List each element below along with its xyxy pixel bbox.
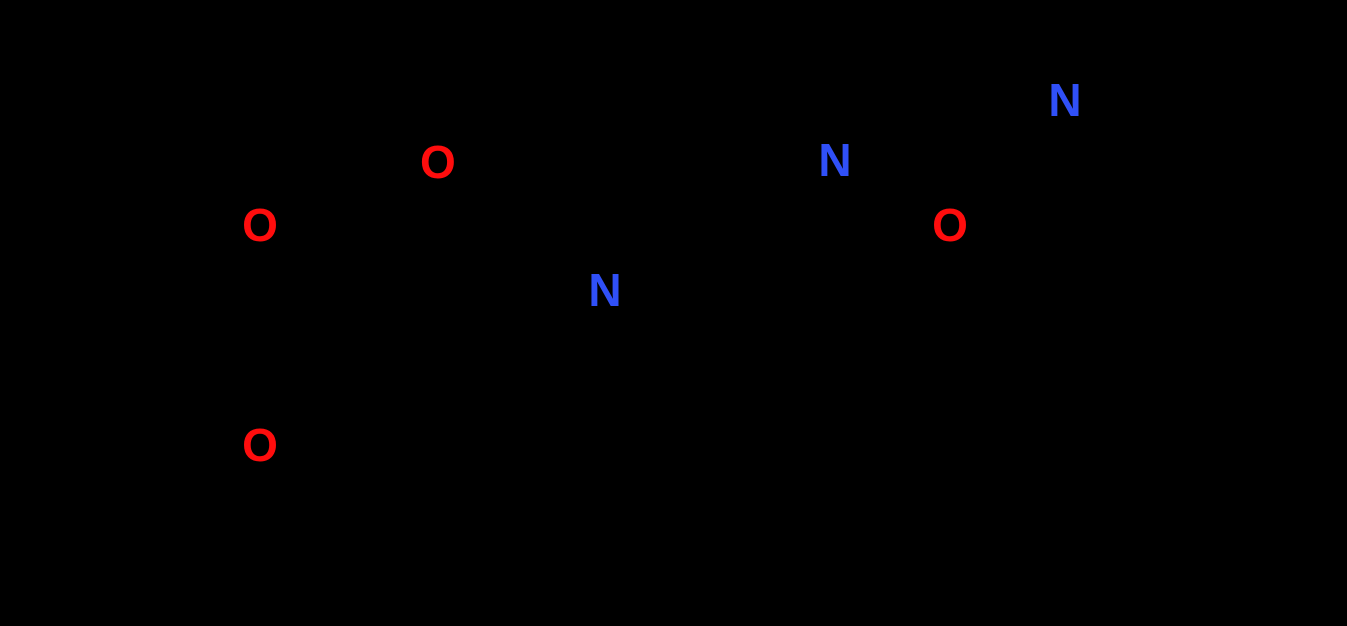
bond <box>375 290 490 355</box>
atom-label-H: H <box>1048 30 1081 82</box>
bond <box>490 304 581 355</box>
bond <box>375 187 423 290</box>
bond <box>859 95 950 146</box>
bond <box>145 459 236 510</box>
bond <box>284 239 375 290</box>
atom-label-O: O <box>242 199 278 251</box>
bond <box>1180 160 1295 225</box>
bond <box>605 95 720 160</box>
atom-label-N: N <box>818 134 851 186</box>
atom-label-O: O <box>242 419 278 471</box>
bond <box>720 95 811 146</box>
atom-label-O: O <box>932 199 968 251</box>
bond <box>950 95 1037 99</box>
atom-label-N: N <box>588 264 621 316</box>
bond <box>30 185 145 250</box>
bond <box>720 290 835 355</box>
atom-label-OH: OH <box>420 136 489 188</box>
bond <box>145 231 233 250</box>
bond <box>629 304 720 355</box>
bond <box>277 290 375 423</box>
molecule-canvas: OOOHNNONH <box>0 0 1347 626</box>
bond <box>30 510 145 575</box>
bond <box>1180 355 1295 420</box>
bond <box>1084 121 1180 225</box>
